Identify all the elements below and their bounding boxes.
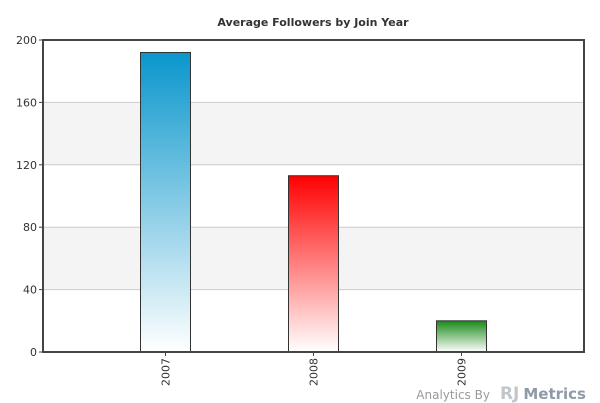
bar-2007 — [140, 51, 191, 353]
x-tick-label: 2008 — [308, 358, 321, 386]
bar-2009 — [436, 320, 487, 353]
bar-2008 — [288, 175, 339, 353]
brand-logo: Analytics By RJ Metrics — [416, 384, 586, 403]
y-tick-label: 160 — [16, 96, 37, 109]
y-tick-label: 40 — [23, 284, 37, 297]
y-tick-label: 200 — [16, 34, 37, 47]
x-axis: 2007 2008 2009 — [160, 352, 469, 386]
background-band — [43, 102, 584, 165]
y-tick-label: 0 — [30, 346, 37, 359]
brand-metrics: Metrics — [523, 385, 586, 403]
y-tick-label: 80 — [23, 221, 37, 234]
y-axis: 0 40 80 120 160 200 — [16, 34, 43, 359]
chart-title: Average Followers by Join Year — [217, 16, 409, 29]
svg-text:Analytics By RJ Me: Analytics By RJ Metrics — [416, 384, 586, 403]
y-tick-label: 120 — [16, 159, 37, 172]
x-tick-label: 2007 — [160, 358, 173, 386]
brand-rj: RJ — [500, 384, 519, 403]
x-tick-label: 2009 — [456, 358, 469, 386]
brand-prefix: Analytics By — [416, 388, 490, 402]
bars — [140, 51, 487, 353]
